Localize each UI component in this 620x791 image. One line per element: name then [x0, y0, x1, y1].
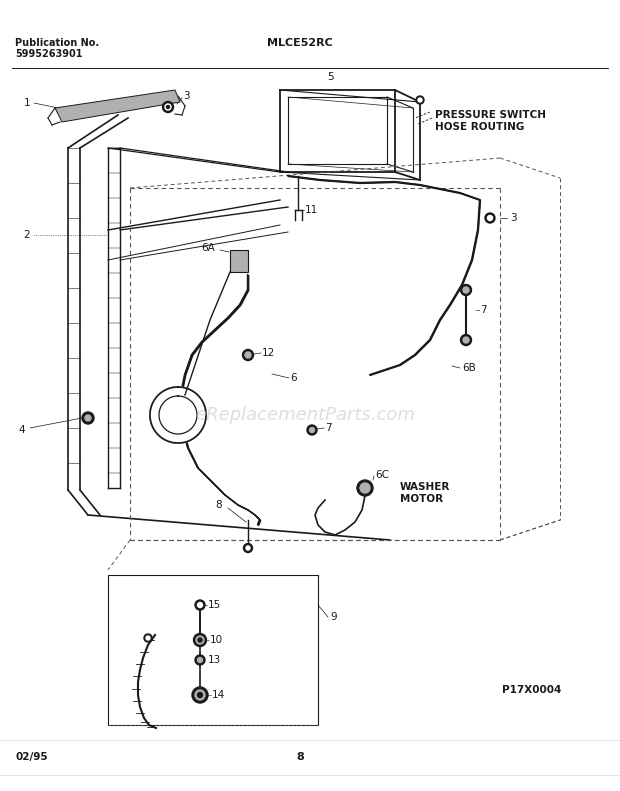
Circle shape [485, 213, 495, 223]
Text: 6B: 6B [462, 363, 476, 373]
Text: 3: 3 [510, 213, 516, 223]
Circle shape [461, 335, 471, 346]
Circle shape [242, 350, 254, 361]
Circle shape [198, 638, 202, 642]
Circle shape [463, 287, 469, 293]
Circle shape [463, 337, 469, 343]
Text: 11: 11 [305, 205, 318, 215]
Circle shape [198, 603, 203, 607]
Text: 3: 3 [183, 91, 190, 101]
Circle shape [195, 690, 205, 700]
Text: WASHER
MOTOR: WASHER MOTOR [400, 482, 450, 505]
Text: 10: 10 [210, 635, 223, 645]
Circle shape [198, 692, 203, 698]
Text: 02/95: 02/95 [15, 752, 48, 762]
Circle shape [360, 483, 370, 493]
Circle shape [167, 105, 169, 108]
Circle shape [245, 352, 251, 358]
Text: eReplacementParts.com: eReplacementParts.com [195, 406, 415, 424]
Text: 1: 1 [24, 98, 30, 108]
Circle shape [195, 655, 205, 665]
Text: 7: 7 [325, 423, 332, 433]
Text: 4: 4 [19, 425, 25, 435]
Text: 15: 15 [208, 600, 221, 610]
Text: 6C: 6C [375, 470, 389, 480]
Text: Publication No.: Publication No. [15, 38, 99, 48]
Text: 6A: 6A [202, 243, 215, 253]
Circle shape [193, 634, 206, 646]
Circle shape [244, 543, 252, 552]
Text: 8: 8 [296, 752, 304, 762]
Circle shape [196, 636, 204, 644]
Circle shape [461, 285, 471, 296]
Text: 2: 2 [24, 230, 30, 240]
Circle shape [357, 480, 373, 496]
Circle shape [144, 634, 152, 642]
Text: 9: 9 [330, 612, 337, 622]
Circle shape [195, 600, 205, 610]
Text: 6: 6 [290, 373, 296, 383]
Bar [108, 575, 318, 725]
Text: 5995263901: 5995263901 [15, 49, 82, 59]
Circle shape [416, 96, 424, 104]
Polygon shape [55, 90, 180, 122]
Bar [230, 250, 248, 272]
Circle shape [82, 412, 94, 424]
Circle shape [246, 546, 250, 550]
Circle shape [162, 101, 174, 112]
Circle shape [85, 415, 91, 421]
Text: MLCE52RC: MLCE52RC [267, 38, 333, 48]
Text: 5: 5 [327, 72, 334, 82]
Circle shape [307, 425, 317, 435]
Text: P17X0004: P17X0004 [502, 685, 561, 695]
Text: PRESSURE SWITCH
HOSE ROUTING: PRESSURE SWITCH HOSE ROUTING [435, 110, 546, 132]
Text: 12: 12 [262, 348, 275, 358]
Circle shape [198, 657, 203, 663]
Text: 13: 13 [208, 655, 221, 665]
Text: 14: 14 [212, 690, 225, 700]
Text: 8: 8 [215, 500, 222, 510]
Circle shape [487, 215, 492, 221]
Circle shape [309, 427, 314, 433]
Circle shape [146, 636, 150, 640]
Text: 7: 7 [480, 305, 487, 315]
Circle shape [192, 687, 208, 703]
Polygon shape [150, 387, 206, 443]
Circle shape [418, 98, 422, 102]
Circle shape [165, 104, 171, 110]
